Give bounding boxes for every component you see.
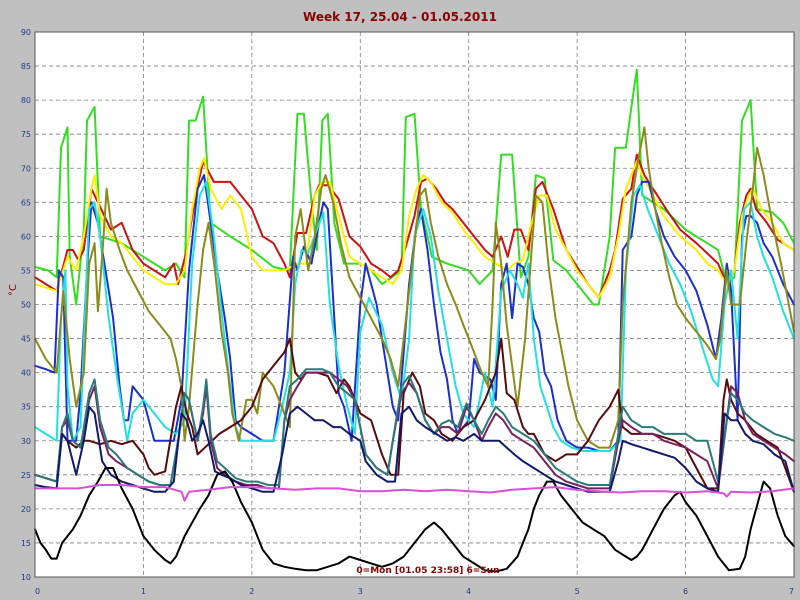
series-line	[34, 405, 795, 493]
plot-frame	[34, 31, 795, 578]
x-axis-note: 0=Mon [01.05 23:58] 6=Sun	[356, 566, 499, 576]
y-tick-label: 40	[21, 369, 31, 378]
x-tick-label: 2	[249, 587, 254, 596]
y-tick-label: 15	[21, 539, 31, 548]
series-line	[34, 467, 795, 573]
x-tick-label: 5	[575, 587, 580, 596]
y-tick-label: 50	[21, 301, 31, 310]
y-tick-label: 20	[21, 505, 31, 514]
x-tick-label: 4	[466, 587, 471, 596]
series-line	[34, 337, 795, 493]
series-line	[34, 368, 795, 486]
y-tick-label: 55	[21, 266, 31, 275]
series-line	[34, 484, 795, 502]
y-tick-label: 75	[21, 130, 31, 139]
series-layer	[34, 68, 795, 573]
y-axis-label: °C	[8, 284, 19, 296]
y-tick-label: 45	[21, 335, 31, 344]
y-tick-label: 30	[21, 437, 31, 446]
series-line	[34, 126, 795, 449]
y-tick-label: 90	[21, 28, 31, 37]
y-tick-label: 60	[21, 232, 31, 241]
series-line	[34, 157, 795, 299]
x-tick-label: 3	[358, 587, 363, 596]
y-tick-label: 65	[21, 198, 31, 207]
y-tick-label: 80	[21, 96, 31, 105]
chart-title: Week 17, 25.04 - 01.05.2011	[303, 10, 497, 24]
x-tick-label: 0	[35, 587, 40, 596]
y-tick-label: 85	[21, 62, 31, 71]
x-tick-label: 1	[141, 587, 146, 596]
y-tick-label: 70	[21, 164, 31, 173]
y-tick-label: 35	[21, 403, 31, 412]
y-tick-labels: 10 15 20 25 30 35 40 45 50 55 60 65 70 75 80 85 90	[21, 28, 31, 582]
y-tick-label: 25	[21, 471, 31, 480]
x-tick-label: 6	[683, 587, 688, 596]
x-tick-label: 7	[789, 587, 794, 596]
x-tick-labels: 0 1 2 3 4 5 6 7	[35, 587, 794, 596]
y-tick-label: 10	[21, 573, 31, 582]
